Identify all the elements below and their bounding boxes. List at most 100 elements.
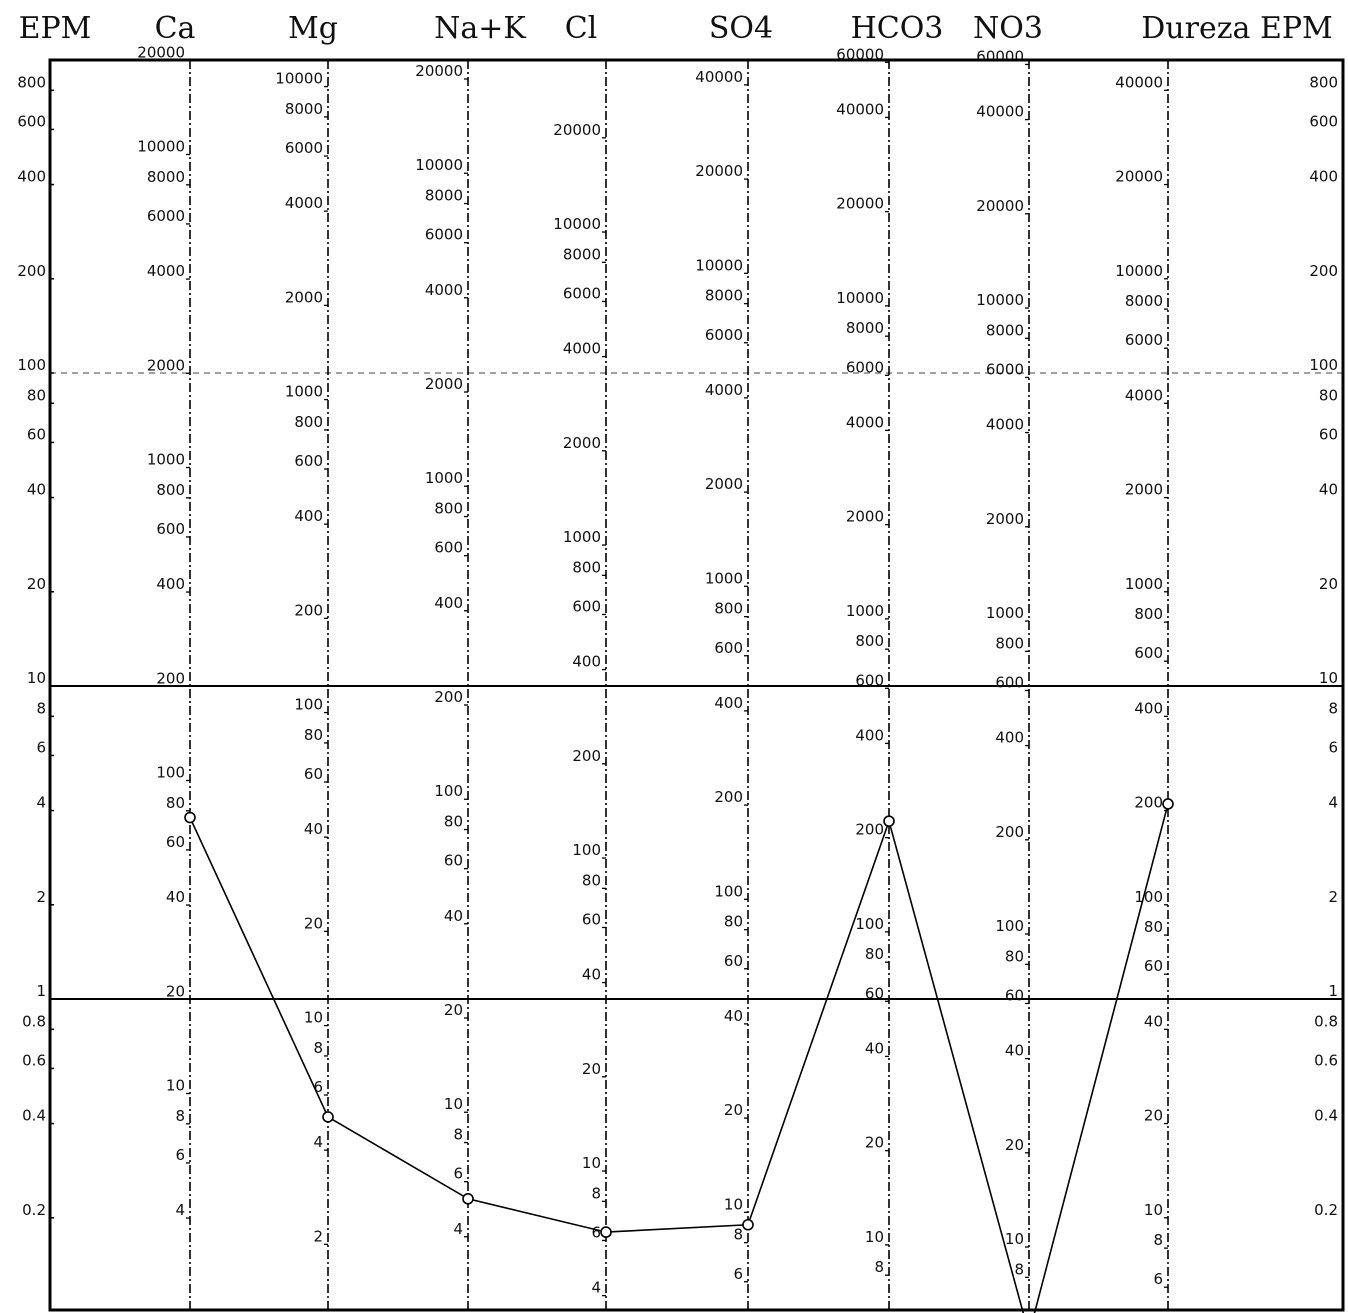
epm-left-tick: 600 [17, 112, 46, 130]
tick-no3: 60 [1005, 986, 1024, 1004]
tick-na-k: 80 [444, 813, 463, 831]
tick-no3: 6000 [986, 360, 1024, 378]
tick-cl: 40 [582, 966, 601, 984]
tick-mg: 40 [304, 820, 323, 838]
tick-dureza: 2000 [1125, 481, 1163, 499]
tick-mg: 6000 [285, 139, 323, 157]
epm-left-tick: 60 [27, 425, 46, 443]
tick-na-k: 4 [453, 1220, 463, 1238]
tick-na-k: 4000 [425, 281, 463, 299]
tick-na-k: 10000 [415, 156, 463, 174]
tick-ca: 100 [156, 763, 185, 781]
tick-mg: 20 [304, 914, 323, 932]
point-ca [184, 811, 196, 824]
tick-dureza: 20000 [1115, 168, 1163, 186]
tick-cl: 800 [572, 558, 601, 576]
epm-left-tick: 0.8 [22, 1012, 46, 1030]
tick-dureza: 10 [1144, 1201, 1163, 1219]
header-ca: Ca [155, 11, 196, 46]
tick-hco3: 1000 [846, 602, 884, 620]
tick-no3: 20 [1005, 1136, 1024, 1154]
tick-so4: 800 [714, 600, 743, 618]
epm-right-tick: 0.6 [1314, 1051, 1338, 1069]
tick-so4: 400 [714, 694, 743, 712]
tick-ca: 80 [166, 794, 185, 812]
point-dureza [1162, 798, 1174, 810]
epm-left-tick: 8 [36, 699, 46, 717]
point-mg [322, 1111, 334, 1123]
point-na-k [462, 1192, 474, 1205]
tick-ca: 6000 [147, 207, 185, 225]
tick-no3: 100 [995, 917, 1024, 935]
tick-labels: 800 600 400 200 100 80 60 40 20 10 8 6 4 2 1 0.8 0.6 0.4 0… [17, 43, 1338, 1296]
epm-right-tick: 80 [1319, 386, 1338, 404]
tick-dureza: 8 [1153, 1231, 1163, 1249]
tick-so4: 8000 [705, 287, 743, 305]
epm-right-tick: 0.2 [1314, 1201, 1338, 1219]
tick-dureza: 800 [1134, 605, 1163, 623]
tick-na-k: 6 [453, 1165, 463, 1183]
tick-mg: 2000 [285, 288, 323, 306]
tick-dureza: 1000 [1125, 575, 1163, 593]
tick-na-k: 2000 [425, 375, 463, 393]
tick-hco3: 200 [855, 821, 884, 839]
tick-mg: 2 [313, 1227, 323, 1245]
tick-no3: 60000 [976, 47, 1024, 65]
tick-mg: 4000 [285, 194, 323, 212]
tick-cl: 100 [572, 841, 601, 859]
tick-no3: 40000 [976, 103, 1024, 121]
tick-ca: 8 [175, 1107, 185, 1125]
epm-left-tick: 400 [17, 168, 46, 186]
epm-left-tick: 1 [36, 982, 46, 1000]
epm-right-tick: 10 [1319, 669, 1338, 687]
epm-left-tick: 2 [36, 888, 46, 906]
tick-cl: 6 [591, 1223, 601, 1241]
tick-na-k: 20000 [415, 62, 463, 80]
tick-cl: 2000 [563, 434, 601, 452]
tick-hco3: 40000 [836, 100, 884, 118]
tick-so4: 100 [714, 882, 743, 900]
epm-right-tick: 600 [1309, 112, 1338, 130]
tick-ca: 200 [156, 669, 185, 687]
tick-cl: 10000 [553, 215, 601, 233]
tick-dureza: 80 [1144, 918, 1163, 936]
tick-ca: 400 [156, 575, 185, 593]
tick-cl: 6000 [563, 284, 601, 302]
tick-na-k: 100 [434, 782, 463, 800]
tick-cl: 4000 [563, 340, 601, 358]
epm-right-tick: 100 [1309, 356, 1338, 374]
plot-frame [48, 58, 1345, 1312]
tick-mg: 8000 [285, 100, 323, 118]
tick-cl: 200 [572, 747, 601, 765]
tick-cl: 4 [591, 1279, 601, 1297]
series [184, 798, 1174, 1313]
tick-mg: 4 [313, 1133, 323, 1151]
tick-so4: 1000 [705, 569, 743, 587]
header-mg: Mg [288, 11, 338, 46]
tick-mg: 10000 [275, 70, 323, 88]
tick-na-k: 600 [434, 539, 463, 557]
tick-dureza: 400 [1134, 699, 1163, 717]
tick-na-k: 8000 [425, 187, 463, 205]
header-hco3: HCO3 [851, 11, 944, 46]
epm-right-tick: 0.8 [1314, 1012, 1338, 1030]
tick-dureza: 4000 [1125, 386, 1163, 404]
tick-ca: 600 [156, 520, 185, 538]
epm-left-tick: 0.2 [22, 1201, 46, 1219]
point-cl [600, 1226, 612, 1238]
epm-left-tick: 10 [27, 669, 46, 687]
tick-mg: 200 [294, 601, 323, 619]
tick-hco3: 20000 [836, 195, 884, 213]
tick-so4: 600 [714, 639, 743, 657]
tick-no3: 80 [1005, 947, 1024, 965]
epm-left-tick: 20 [27, 575, 46, 593]
tick-dureza: 100 [1134, 888, 1163, 906]
epm-right-tick: 200 [1309, 262, 1338, 280]
tick-dureza: 6 [1153, 1270, 1163, 1288]
tick-no3: 4000 [986, 416, 1024, 434]
tick-ca: 40 [166, 888, 185, 906]
epm-right-tick: 800 [1309, 73, 1338, 91]
tick-na-k: 6000 [425, 226, 463, 244]
tick-cl: 8000 [563, 245, 601, 263]
